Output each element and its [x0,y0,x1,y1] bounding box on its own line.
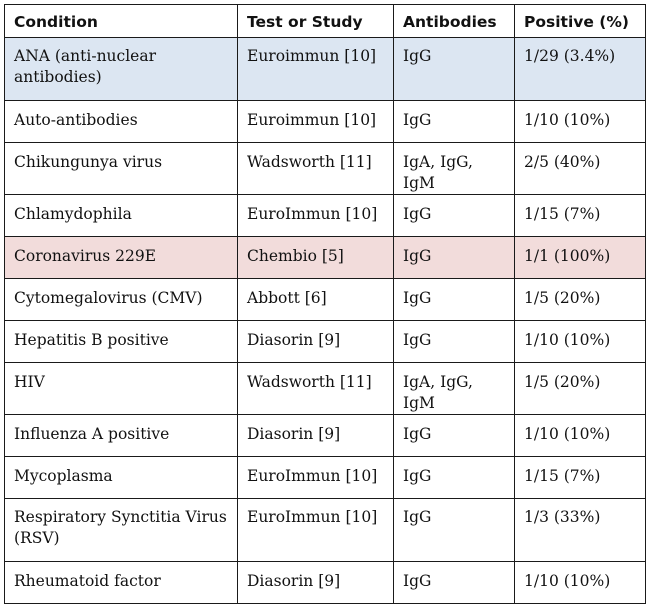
cell-condition: HIV [4,362,238,415]
cell-test: Euroimmun [10] [237,100,394,143]
cell-positive: 1/29 (3.4%) [514,37,646,101]
cell-condition: Mycoplasma [4,456,238,499]
cell-antibodies: IgG [393,498,515,562]
cell-test: EuroImmun [10] [237,456,394,499]
cell-test: Diasorin [9] [237,414,394,457]
cell-test: Diasorin [9] [237,320,394,363]
cell-antibodies: IgG [393,278,515,321]
cell-positive: 1/15 (7%) [514,456,646,499]
cell-condition: Chlamydophila [4,194,238,237]
header-positive-percent: Positive (%) [514,4,646,38]
cell-test: EuroImmun [10] [237,194,394,237]
cell-positive: 1/5 (20%) [514,278,646,321]
table-row: Respiratory Synctitia Virus (RSV) EuroIm… [4,498,646,562]
cell-condition: Chikungunya virus [4,142,238,195]
cell-antibodies: IgG [393,414,515,457]
cell-test: Abbott [6] [237,278,394,321]
cell-condition: Rheumatoid factor [4,561,238,604]
cell-condition: Hepatitis B positive [4,320,238,363]
table-row: Chikungunya virus Wadsworth [11] IgA, Ig… [4,142,646,195]
table-row: Influenza A positive Diasorin [9] IgG 1/… [4,414,646,457]
table-row: Coronavirus 229E Chembio [5] IgG 1/1 (10… [4,236,646,279]
header-row: Condition Test or Study Antibodies Posit… [4,4,646,38]
cell-positive: 1/1 (100%) [514,236,646,279]
cell-test: Wadsworth [11] [237,142,394,195]
table-header: Condition Test or Study Antibodies Posit… [4,4,646,38]
cell-antibodies: IgG [393,561,515,604]
cell-antibodies: IgG [393,37,515,101]
cell-positive: 1/10 (10%) [514,100,646,143]
table-row: Chlamydophila EuroImmun [10] IgG 1/15 (7… [4,194,646,237]
cell-test: EuroImmun [10] [237,498,394,562]
cell-test: Euroimmun [10] [237,37,394,101]
table-row: HIV Wadsworth [11] IgA, IgG, IgM 1/5 (20… [4,362,646,415]
table-row: Rheumatoid factor Diasorin [9] IgG 1/10 … [4,561,646,604]
table-body: ANA (anti-nuclear antibodies) Euroimmun … [4,37,646,604]
header-antibodies: Antibodies [393,4,515,38]
cell-test: Chembio [5] [237,236,394,279]
cell-positive: 1/15 (7%) [514,194,646,237]
cell-antibodies: IgG [393,456,515,499]
cell-positive: 1/3 (33%) [514,498,646,562]
cell-positive: 1/10 (10%) [514,561,646,604]
cell-antibodies: IgA, IgG, IgM [393,142,515,195]
cell-antibodies: IgG [393,236,515,279]
table-row: Cytomegalovirus (CMV) Abbott [6] IgG 1/5… [4,278,646,321]
cell-condition: Cytomegalovirus (CMV) [4,278,238,321]
cell-condition: ANA (anti-nuclear antibodies) [4,37,238,101]
cell-test: Wadsworth [11] [237,362,394,415]
cell-condition: Auto-antibodies [4,100,238,143]
cell-positive: 1/5 (20%) [514,362,646,415]
cell-test: Diasorin [9] [237,561,394,604]
cell-antibodies: IgA, IgG, IgM [393,362,515,415]
antibody-results-table: Condition Test or Study Antibodies Posit… [4,4,646,604]
table-row: Mycoplasma EuroImmun [10] IgG 1/15 (7%) [4,456,646,499]
cell-positive: 1/10 (10%) [514,414,646,457]
cell-antibodies: IgG [393,194,515,237]
cell-antibodies: IgG [393,100,515,143]
cell-condition: Respiratory Synctitia Virus (RSV) [4,498,238,562]
table-row: Hepatitis B positive Diasorin [9] IgG 1/… [4,320,646,363]
header-condition: Condition [4,4,238,38]
table-row: ANA (anti-nuclear antibodies) Euroimmun … [4,37,646,101]
cell-antibodies: IgG [393,320,515,363]
cell-positive: 2/5 (40%) [514,142,646,195]
cell-positive: 1/10 (10%) [514,320,646,363]
table-row: Auto-antibodies Euroimmun [10] IgG 1/10 … [4,100,646,143]
cell-condition: Influenza A positive [4,414,238,457]
header-test-or-study: Test or Study [237,4,394,38]
cell-condition: Coronavirus 229E [4,236,238,279]
